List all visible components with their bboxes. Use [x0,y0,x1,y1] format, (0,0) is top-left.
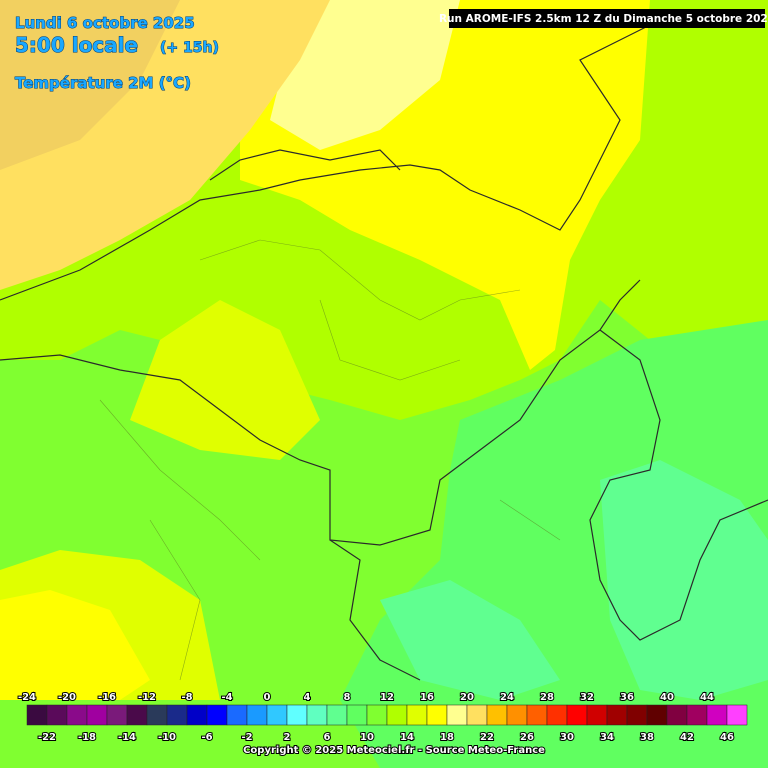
legend-label: 24 [500,692,514,703]
legend-swatch [546,704,568,726]
legend-swatch [486,704,508,726]
border-estuary [209,149,401,181]
legend-label: -14 [118,732,136,743]
legend-swatch [526,704,548,726]
legend-swatch [66,704,88,726]
legend-label: 2 [284,732,291,743]
legend-swatch [126,704,148,726]
border-country [0,279,641,546]
legend-label: 30 [560,732,574,743]
time-label: 5:00 locale [15,33,138,57]
legend-label: 6 [324,732,331,743]
legend-swatch [266,704,288,726]
legend-label: -10 [158,732,176,743]
legend-label: 40 [660,692,674,703]
zone-coast [270,0,460,150]
legend-swatch [326,704,348,726]
legend-swatch [286,704,308,726]
legend-label: 22 [480,732,494,743]
legend-label: -12 [138,692,156,703]
legend-label: 20 [460,692,474,703]
legend-swatch [606,704,628,726]
legend-label: 42 [680,732,694,743]
legend-swatch [206,704,228,726]
legend-label: 38 [640,732,654,743]
legend-swatch [26,704,48,726]
legend-label: -16 [98,692,116,703]
legend-swatch [246,704,268,726]
legend-label: 16 [420,692,434,703]
legend-label: -24 [18,692,36,703]
legend-swatch [46,704,68,726]
border-regions [99,239,561,681]
zone-warm-west [130,300,320,460]
legend-label: 0 [264,692,271,703]
legend-swatch [666,704,688,726]
date-label: Lundi 6 octobre 2025 [15,14,195,32]
legend-label: -18 [78,732,96,743]
legend-swatch [166,704,188,726]
legend-swatch [726,704,748,726]
offset-label: (+ 15h) [160,40,219,56]
zone-cold-south [380,580,560,700]
legend-label: 36 [620,692,634,703]
legend-label: 14 [400,732,414,743]
run-label: Run AROME-IFS 2.5km 12 Z du Dimanche 5 o… [439,13,768,25]
legend-label: 18 [440,732,454,743]
legend-label: 34 [600,732,614,743]
zone-sea-north [0,0,180,170]
copyright: Copyright © 2025 Meteociel.fr - Source M… [243,745,545,756]
legend-swatch [346,704,368,726]
legend-label: 10 [360,732,374,743]
legend-swatch [566,704,588,726]
legend-label: -22 [38,732,56,743]
legend-swatch [446,704,468,726]
legend-swatch [646,704,668,726]
legend-label: -20 [58,692,76,703]
zone-mild-northeast [680,30,768,170]
legend-swatch [706,704,728,726]
legend-swatch [466,704,488,726]
legend-swatch [86,704,108,726]
legend-swatch [506,704,528,726]
zone-warm-southwest-core [0,590,150,700]
legend-swatch [686,704,708,726]
border-luxembourg [589,329,768,641]
legend-label: 8 [344,692,351,703]
legend-label: -2 [241,732,252,743]
legend-swatch [186,704,208,726]
legend-label: -8 [181,692,192,703]
legend-label: -6 [201,732,212,743]
border-south [329,539,421,681]
legend-label: 12 [380,692,394,703]
legend-label: 4 [304,692,311,703]
legend-swatch [426,704,448,726]
legend-label: 44 [700,692,714,703]
legend-swatch [146,704,168,726]
run-box [449,9,765,28]
border-coast [0,19,661,301]
legend-swatch [106,704,128,726]
zone-cold [600,460,768,700]
legend-swatch [586,704,608,726]
legend-label: 46 [720,732,734,743]
legend-swatch [406,704,428,726]
legend-swatch [366,704,388,726]
legend-swatch [226,704,248,726]
legend-label: 28 [540,692,554,703]
legend-label: -4 [221,692,232,703]
legend-swatch [626,704,648,726]
color-legend: -24-22-20-18-16-14-12-10-8-6-4-202468101… [17,691,748,744]
legend-swatch [386,704,408,726]
legend-label: 32 [580,692,594,703]
parameter-label: Température 2M (°C) [15,74,191,92]
legend-label: 26 [520,732,534,743]
legend-swatch [306,704,328,726]
